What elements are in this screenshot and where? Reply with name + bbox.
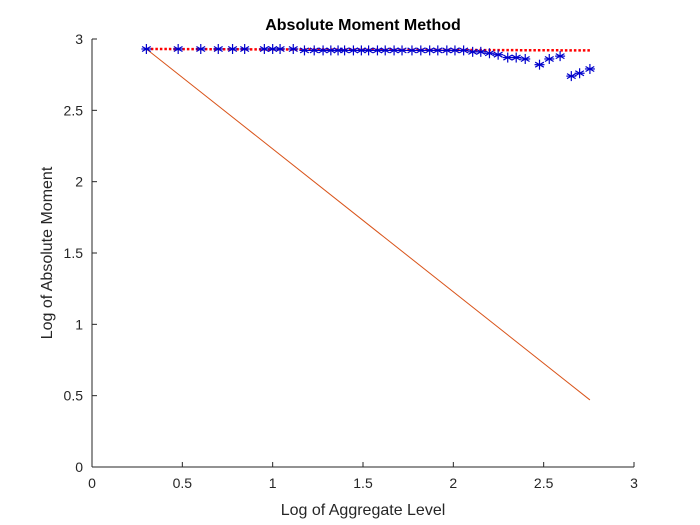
asterisk-marker — [475, 46, 486, 57]
asterisk-marker — [309, 45, 320, 56]
asterisk-marker — [574, 68, 585, 79]
y-tick-label: 0.5 — [64, 388, 84, 404]
asterisk-marker — [239, 43, 250, 54]
asterisk-marker — [195, 43, 206, 54]
asterisk-marker — [141, 43, 152, 54]
plot-area: 0 0.5 1 1.5 2 2.5 3 0 0.5 1 1.5 2 2.5 3 — [64, 31, 639, 491]
asterisk-marker — [363, 45, 374, 56]
asterisk-marker — [406, 45, 417, 56]
asterisk-marker — [555, 51, 566, 62]
asterisk-marker — [544, 53, 555, 64]
x-tick-label: 0 — [88, 475, 96, 491]
asterisk-marker — [339, 45, 350, 56]
y-tick-label: 3 — [75, 31, 83, 47]
asterisk-marker — [566, 71, 577, 82]
asterisk-marker — [449, 45, 460, 56]
asterisk-marker — [173, 43, 184, 54]
y-tick-label: 0 — [75, 459, 83, 475]
x-tick-label: 2.5 — [534, 475, 554, 491]
asterisk-marker — [397, 45, 408, 56]
asterisk-marker — [520, 53, 531, 64]
asterisk-marker — [584, 63, 595, 74]
asterisk-marker — [511, 52, 522, 63]
asterisk-marker — [213, 43, 224, 54]
x-tick-label: 1 — [269, 475, 277, 491]
asterisk-marker — [227, 43, 238, 54]
asterisk-marker — [458, 45, 469, 56]
chart-title: Absolute Moment Method — [265, 17, 461, 34]
x-axis-label: Log of Aggregate Level — [281, 502, 446, 519]
asterisk-marker — [299, 45, 310, 56]
asterisk-marker — [267, 43, 278, 54]
y-tick-label: 1.5 — [64, 245, 84, 261]
reference-line — [146, 48, 591, 401]
y-tick-label: 2.5 — [64, 102, 84, 118]
asterisk-marker — [502, 52, 513, 63]
asterisk-marker — [348, 45, 359, 56]
asterisk-marker — [372, 45, 383, 56]
y-tick-label: 1 — [75, 316, 83, 332]
x-tick-label: 2 — [449, 475, 457, 491]
asterisk-marker — [534, 59, 545, 70]
y-axis-label: Log of Absolute Moment — [39, 166, 56, 339]
y-tick-label: 2 — [75, 174, 83, 190]
asterisk-marker — [288, 43, 299, 54]
asterisk-marker — [432, 45, 443, 56]
x-tick-label: 1.5 — [353, 475, 373, 491]
asterisk-marker — [484, 48, 495, 59]
asterisk-marker — [415, 45, 426, 56]
asterisk-marker — [493, 49, 504, 60]
x-tick-label: 3 — [630, 475, 638, 491]
asterisk-marker — [275, 43, 286, 54]
asterisk-marker — [380, 45, 391, 56]
x-tick-label: 0.5 — [173, 475, 193, 491]
